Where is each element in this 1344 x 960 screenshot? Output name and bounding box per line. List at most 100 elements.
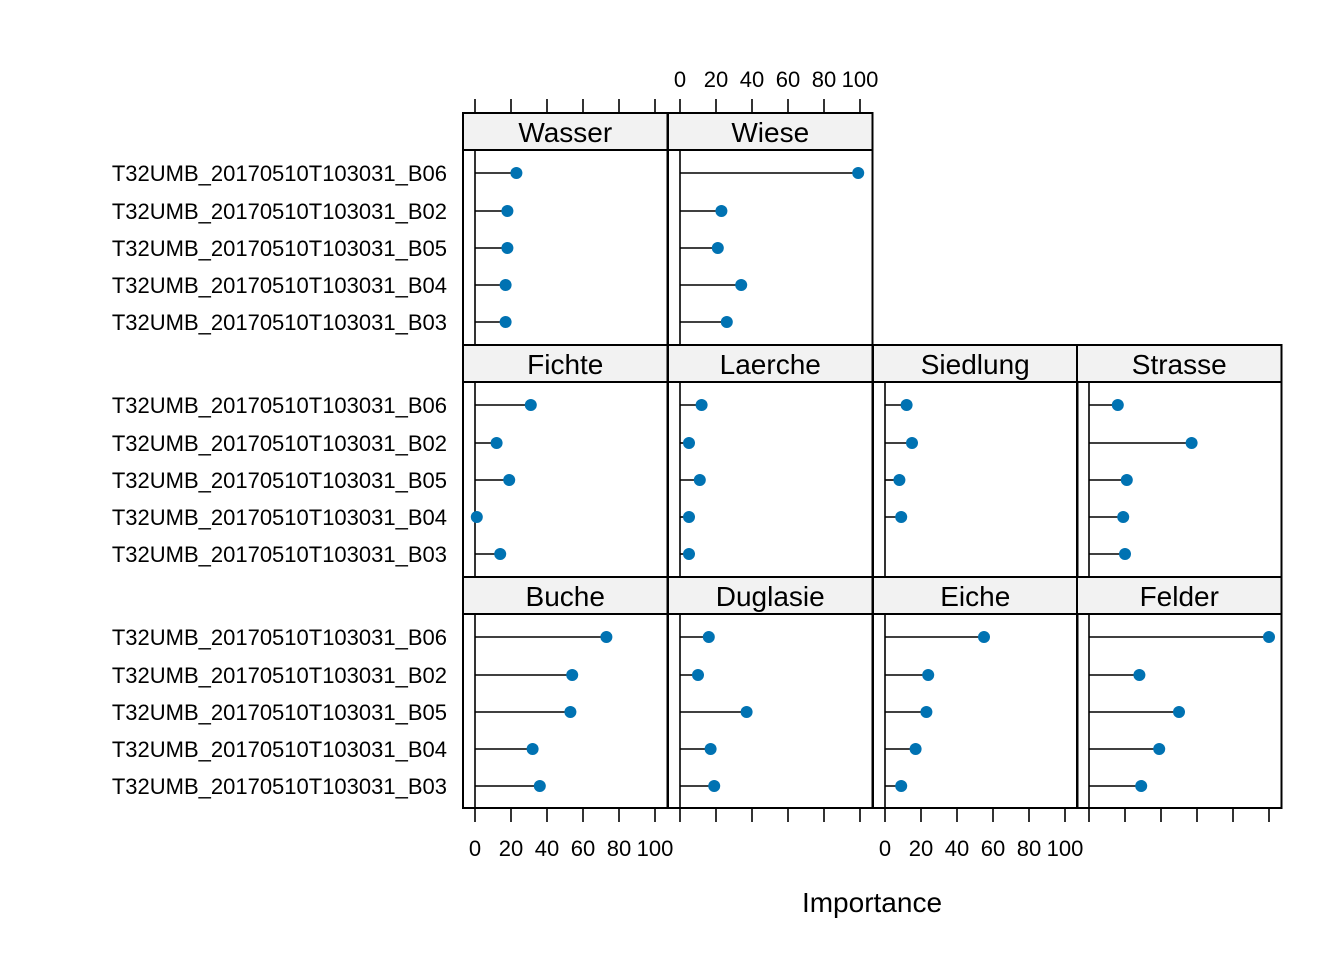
row-label: T32UMB_20170510T103031_B02	[112, 663, 447, 688]
panel-title: Wasser	[518, 117, 612, 148]
panel-strip	[1076, 576, 1283, 615]
row-label: T32UMB_20170510T103031_B03	[112, 542, 447, 567]
importance-point	[695, 399, 708, 411]
panel-title: Laerche	[720, 349, 821, 380]
panel-frame	[1076, 613, 1283, 809]
importance-point	[510, 167, 523, 179]
panel-title: Felder	[1140, 581, 1219, 612]
panel-strasse: Strasse	[1076, 344, 1283, 578]
panels: Wasser Wiese Fichte Laerche Siedlung Strasse B…	[462, 112, 1283, 809]
importance-point	[720, 316, 733, 328]
importance-point	[1133, 669, 1146, 681]
x-axis: 0 20 40 60 80 100	[674, 67, 878, 113]
importance-point	[895, 511, 908, 523]
importance-point	[683, 437, 695, 449]
x-axis	[679, 808, 861, 822]
row-label: T32UMB_20170510T103031_B05	[112, 236, 447, 261]
importance-point	[715, 205, 728, 217]
importance-point	[900, 399, 913, 411]
x-tick-label: 80	[812, 67, 836, 92]
importance-point	[735, 279, 748, 291]
x-tick-label: 0	[674, 67, 686, 92]
panel-title: Strasse	[1132, 349, 1227, 380]
row-label: T32UMB_20170510T103031_B02	[112, 431, 447, 456]
importance-point	[683, 548, 695, 560]
importance-point	[503, 474, 516, 486]
x-tick-label: 40	[535, 836, 559, 861]
importance-point	[499, 279, 512, 291]
row-label: T32UMB_20170510T103031_B03	[112, 774, 447, 799]
importance-point	[490, 437, 503, 449]
importance-point	[909, 743, 922, 755]
importance-point	[740, 706, 753, 718]
importance-point	[524, 399, 537, 411]
panel-strip	[667, 112, 874, 151]
importance-point	[922, 669, 935, 681]
importance-point	[494, 548, 507, 560]
panel-strip	[872, 344, 1079, 383]
panel-frame	[872, 613, 1079, 809]
panel-siedlung: Siedlung	[872, 344, 1079, 578]
row-label: T32UMB_20170510T103031_B04	[112, 273, 447, 298]
panel-title: Eiche	[940, 581, 1010, 612]
x-tick-label: 0	[469, 836, 481, 861]
importance-point	[1185, 437, 1198, 449]
row-label: T32UMB_20170510T103031_B04	[112, 737, 447, 762]
row-label: T32UMB_20170510T103031_B02	[112, 199, 447, 224]
panel-strip	[667, 344, 874, 383]
x-tick-label: 20	[704, 67, 728, 92]
panel-felder: Felder	[1076, 576, 1283, 809]
importance-point	[704, 743, 717, 755]
panel-strip	[1076, 344, 1283, 383]
importance-point	[470, 511, 483, 523]
importance-point	[1111, 399, 1124, 411]
importance-point	[566, 669, 579, 681]
x-tick-label: 40	[740, 67, 764, 92]
importance-point	[564, 706, 577, 718]
importance-point	[920, 706, 933, 718]
importance-point	[693, 474, 706, 486]
panel-title: Duglasie	[716, 581, 825, 612]
x-tick-label: 100	[842, 67, 879, 92]
panel-eiche: Eiche	[872, 576, 1079, 809]
importance-point	[600, 631, 613, 643]
importance-point	[1173, 706, 1185, 718]
panel-strip	[462, 344, 669, 383]
x-axis: 0 20 40 60 80 100	[879, 808, 1083, 861]
importance-point	[1153, 743, 1166, 755]
importance-point	[692, 669, 704, 681]
x-axis	[1088, 808, 1270, 822]
panel-wasser: Wasser	[462, 112, 669, 346]
x-tick-label: 40	[945, 836, 969, 861]
panel-wiese: Wiese	[667, 112, 874, 346]
x-tick-label: 60	[981, 836, 1005, 861]
importance-point	[702, 631, 715, 643]
panel-strip	[462, 112, 669, 151]
panel-duglasie: Duglasie	[667, 576, 874, 809]
importance-point	[708, 780, 721, 792]
row-label: T32UMB_20170510T103031_B05	[112, 700, 447, 725]
importance-point	[501, 242, 514, 254]
importance-point	[906, 437, 918, 449]
importance-point	[1263, 631, 1275, 643]
importance-point	[978, 631, 990, 643]
row-label: T32UMB_20170510T103031_B06	[112, 393, 447, 418]
importance-point	[683, 511, 695, 523]
panel-laerche: Laerche	[667, 344, 874, 578]
importance-point	[1117, 511, 1130, 523]
x-tick-label: 20	[909, 836, 933, 861]
x-axis	[474, 99, 656, 113]
panel-title: Buche	[526, 581, 605, 612]
importance-point	[711, 242, 724, 254]
x-axis: 0 20 40 60 80 100	[469, 808, 673, 861]
panel-title: Wiese	[731, 117, 809, 148]
importance-point	[499, 316, 512, 328]
importance-point	[533, 780, 546, 792]
row-label: T32UMB_20170510T103031_B06	[112, 161, 447, 186]
importance-point	[1119, 548, 1131, 560]
x-tick-label: 80	[607, 836, 631, 861]
panel-frame	[667, 613, 874, 809]
importance-point	[526, 743, 539, 755]
panel-strip	[872, 576, 1079, 615]
